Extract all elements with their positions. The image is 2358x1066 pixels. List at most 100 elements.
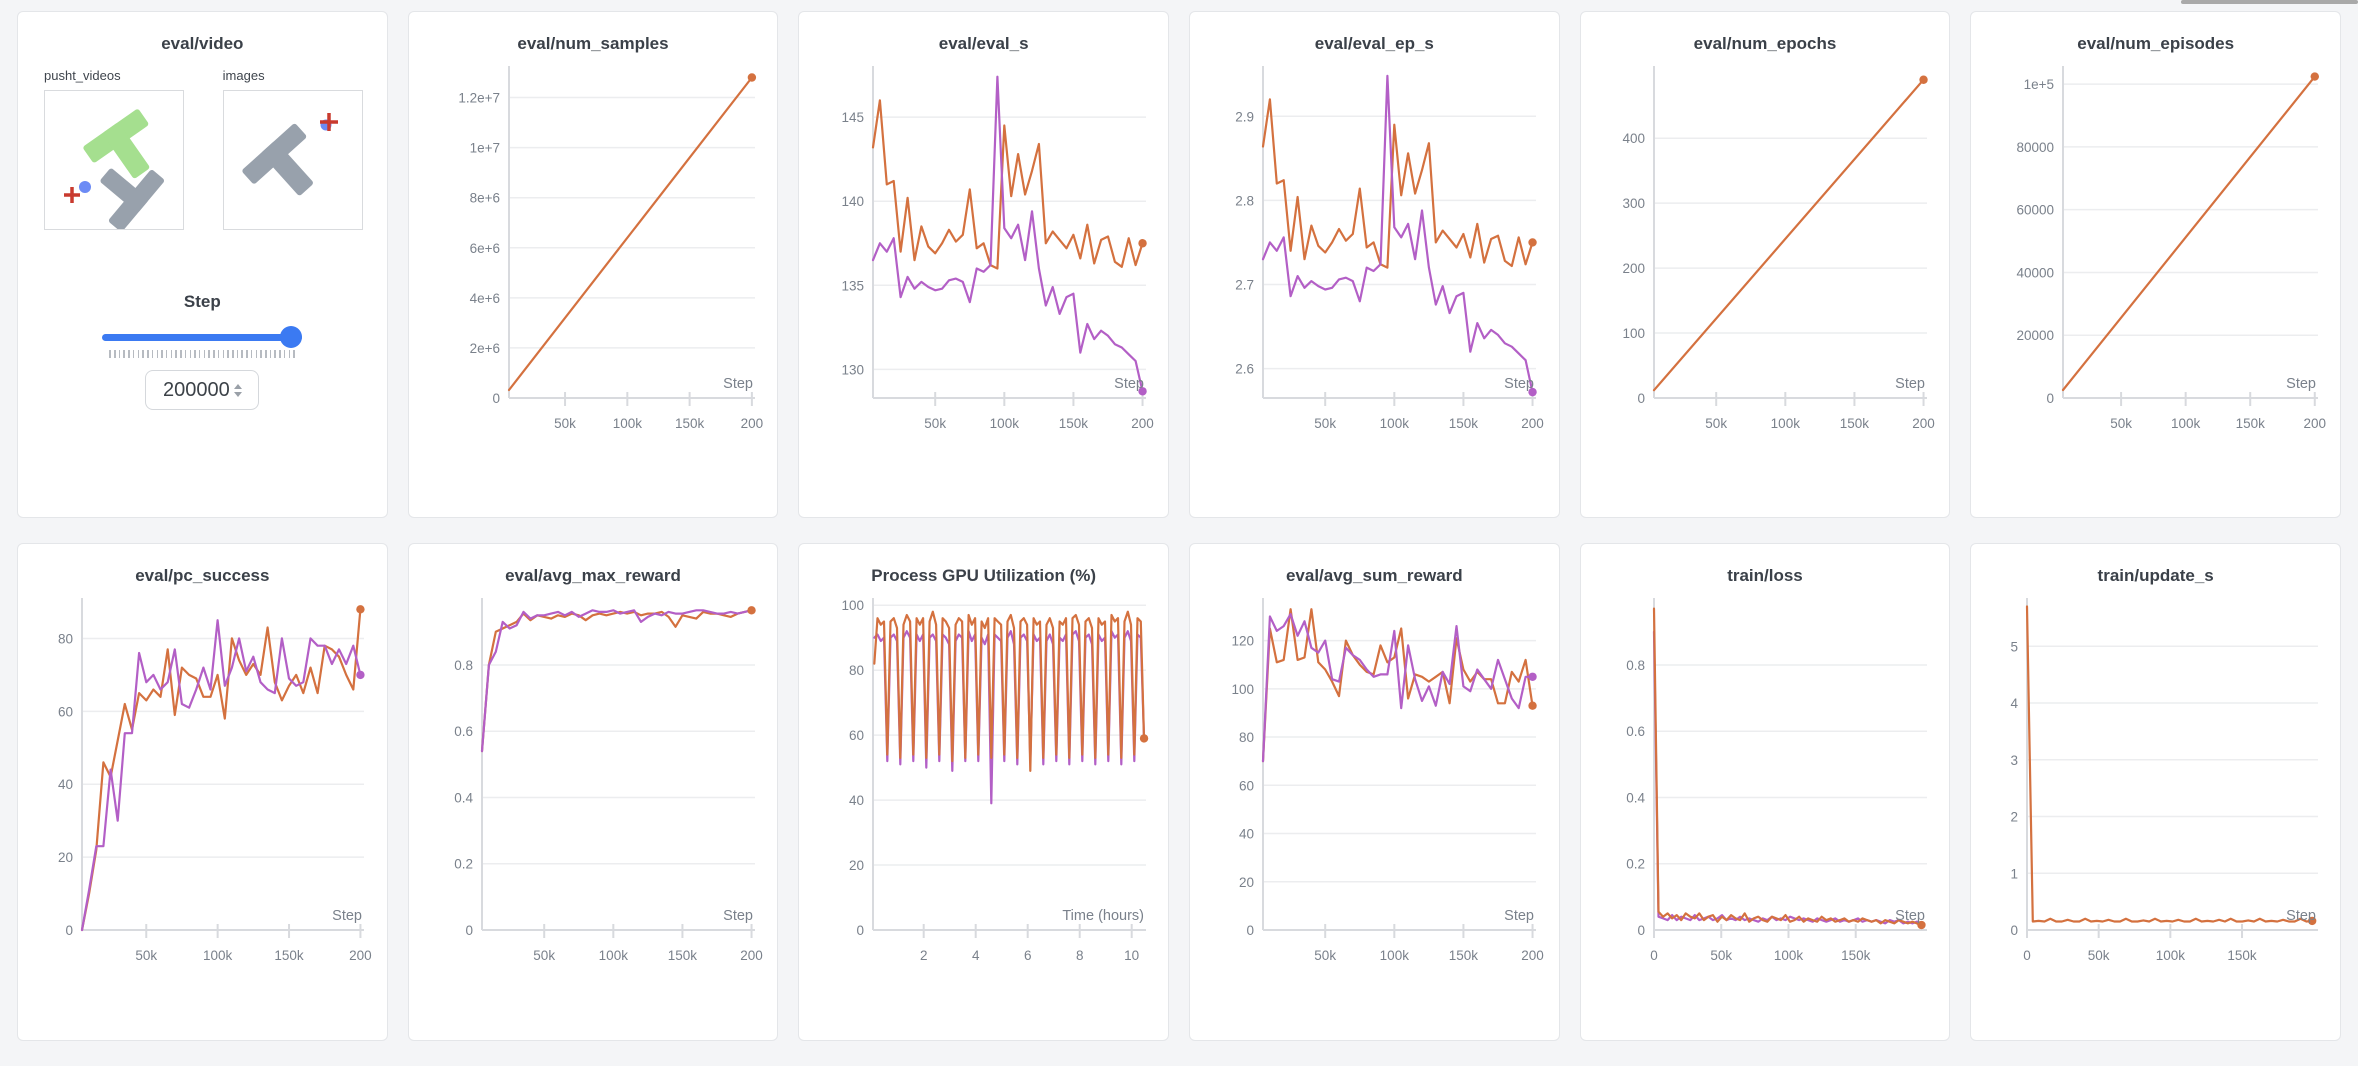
svg-text:2.9: 2.9 — [1236, 109, 1255, 124]
svg-text:2: 2 — [2010, 810, 2018, 825]
panel-eval-video: eval/video pusht_videos — [17, 11, 388, 518]
image-thumbnail[interactable] — [222, 90, 363, 230]
chart-title: eval/eval_ep_s — [1314, 34, 1434, 53]
svg-text:Step: Step — [2286, 376, 2316, 392]
line-chart-canvas[interactable]: 0 0.2 0.4 0.6 0.8 0 50k 100k 150k Step — [1587, 590, 1943, 998]
svg-text:100: 100 — [1622, 326, 1645, 341]
svg-text:100: 100 — [841, 598, 864, 613]
svg-text:50k: 50k — [1710, 948, 1732, 963]
svg-text:50k: 50k — [554, 416, 576, 431]
svg-text:0: 0 — [1247, 923, 1255, 938]
svg-text:400: 400 — [1622, 131, 1645, 146]
svg-text:50k: 50k — [1315, 416, 1337, 431]
svg-text:0: 0 — [66, 923, 74, 938]
step-input[interactable]: 200000 — [145, 370, 260, 410]
svg-text:100k: 100k — [1380, 416, 1410, 431]
svg-text:0: 0 — [856, 923, 864, 938]
svg-text:Step: Step — [1895, 376, 1925, 392]
svg-text:50k: 50k — [1315, 948, 1337, 963]
line-chart-canvas[interactable]: 130 135 140 145 50k 100k 150k 200 Step — [806, 58, 1162, 466]
line-chart-canvas[interactable]: 0 2e+6 4e+6 6e+6 8e+6 1e+7 1.2e+7 50k 100k 150k 20… — [415, 58, 771, 466]
chart-panel-avg-max-reward: eval/avg_max_reward 0 0.2 0.4 0.6 0.8 50k 100k… — [407, 543, 779, 1041]
line-chart-canvas[interactable]: 0 20 40 60 80 100 2 4 6 8 10 Time (hours) — [806, 590, 1162, 998]
svg-text:1e+5: 1e+5 — [2023, 77, 2053, 92]
svg-text:100k: 100k — [2171, 416, 2201, 431]
slider-track[interactable] — [102, 334, 303, 341]
svg-text:60000: 60000 — [2016, 203, 2054, 218]
svg-text:200: 200 — [1912, 416, 1935, 431]
line-chart-canvas[interactable]: 0 0.2 0.4 0.6 0.8 50k 100k 150k 200 Step — [415, 590, 771, 998]
svg-text:150k: 150k — [1058, 416, 1088, 431]
chart-title: eval/eval_s — [938, 34, 1029, 53]
chart-panel-train-update-s: train/update_s 0 1 2 3 4 5 0 50k 100k 150k Step — [1970, 543, 2341, 1041]
svg-text:1.2e+7: 1.2e+7 — [458, 91, 500, 106]
svg-text:0: 0 — [492, 391, 500, 406]
svg-text:200: 200 — [1622, 261, 1645, 276]
scrollbar-thumb[interactable] — [2181, 0, 2358, 4]
target-cross — [319, 113, 338, 131]
svg-text:140: 140 — [841, 194, 864, 209]
gray-t-shape — [100, 168, 165, 232]
svg-text:0: 0 — [2046, 391, 2054, 406]
line-chart-canvas[interactable]: 0 100 200 300 400 50k 100k 150k 200 Step — [1587, 58, 1943, 466]
slider-thumb[interactable] — [280, 326, 303, 348]
svg-text:4e+6: 4e+6 — [470, 291, 500, 306]
svg-text:50k: 50k — [2087, 948, 2109, 963]
svg-text:8: 8 — [1076, 948, 1084, 963]
svg-text:150k: 150k — [1449, 948, 1479, 963]
svg-text:200: 200 — [1522, 948, 1545, 963]
svg-text:100k: 100k — [203, 948, 233, 963]
svg-text:100k: 100k — [1771, 416, 1801, 431]
chart-panel-gpu-utilization: Process GPU Utilization (%) 0 20 40 60 80 100… — [798, 543, 1169, 1041]
target-cross — [64, 187, 80, 203]
line-chart-canvas[interactable]: 0 1 2 3 4 5 0 50k 100k 150k Step — [1978, 590, 2334, 998]
svg-text:100k: 100k — [2155, 948, 2185, 963]
line-chart-canvas[interactable]: 0 20 40 60 80 100 120 50k 100k 150k 200 Step — [1196, 590, 1552, 998]
chart-panel-num-episodes: eval/num_episodes 0 20000 40000 60000 80000 1… — [1970, 11, 2341, 518]
chart-panel-num-samples: eval/num_samples 0 2e+6 4e+6 6e+6 8e+6 1e+7 1.… — [407, 11, 779, 518]
svg-text:Step: Step — [723, 908, 753, 924]
svg-text:4: 4 — [2010, 696, 2018, 711]
chart-title: eval/num_episodes — [2077, 34, 2235, 53]
chart-panel-train-loss: train/loss 0 0.2 0.4 0.6 0.8 0 50k 100k 150k Step — [1579, 543, 1951, 1041]
chart-panel-avg-sum-reward: eval/avg_sum_reward 0 20 40 60 80 100 120 50k 10… — [1188, 543, 1560, 1041]
line-chart-canvas[interactable]: 0 20 40 60 80 50k 100k 150k 200 Step — [24, 590, 380, 998]
svg-text:0.8: 0.8 — [454, 658, 473, 673]
chart-title: Process GPU Utilization (%) — [871, 566, 1097, 585]
image-scene — [242, 113, 338, 196]
svg-text:Step: Step — [723, 376, 753, 392]
line-chart-canvas[interactable]: 0 20000 40000 60000 80000 1e+5 50k 100k 150k 200 S… — [1978, 58, 2334, 466]
panel-title: eval/video — [161, 34, 244, 53]
svg-text:1e+7: 1e+7 — [470, 141, 500, 156]
svg-text:2.7: 2.7 — [1236, 277, 1255, 292]
chart-panel-eval-ep-s: eval/eval_ep_s 2.6 2.7 2.8 2.9 50k 100k 150k 20… — [1188, 11, 1560, 518]
pusht-scene — [64, 109, 165, 232]
svg-text:6: 6 — [1024, 948, 1032, 963]
svg-text:Step: Step — [1114, 376, 1144, 392]
svg-text:6e+6: 6e+6 — [470, 241, 500, 256]
svg-text:150k: 150k — [275, 948, 305, 963]
svg-text:0.2: 0.2 — [454, 857, 473, 872]
svg-text:Step: Step — [1504, 376, 1534, 392]
chart-title: eval/pc_success — [135, 566, 270, 585]
decrement-icon[interactable] — [233, 391, 242, 397]
stepper-buttons[interactable] — [233, 383, 242, 397]
svg-text:20: 20 — [58, 850, 73, 865]
svg-text:200: 200 — [1522, 416, 1545, 431]
svg-text:300: 300 — [1622, 196, 1645, 211]
video-thumbnail-pusht[interactable] — [44, 90, 184, 232]
svg-text:50k: 50k — [2110, 416, 2132, 431]
svg-text:2.6: 2.6 — [1236, 362, 1255, 377]
svg-text:Step: Step — [1895, 908, 1925, 924]
svg-text:50k: 50k — [1705, 416, 1727, 431]
svg-text:60: 60 — [58, 704, 73, 719]
svg-text:150k: 150k — [1840, 416, 1870, 431]
svg-text:100k: 100k — [613, 416, 643, 431]
step-slider[interactable] — [102, 326, 303, 348]
svg-text:150k: 150k — [2235, 416, 2265, 431]
svg-text:2.8: 2.8 — [1236, 193, 1255, 208]
line-chart-canvas[interactable]: 2.6 2.7 2.8 2.9 50k 100k 150k 200 Step — [1196, 58, 1552, 466]
svg-text:Step: Step — [2286, 908, 2316, 924]
increment-icon[interactable] — [233, 383, 242, 389]
svg-text:0.4: 0.4 — [454, 790, 473, 805]
